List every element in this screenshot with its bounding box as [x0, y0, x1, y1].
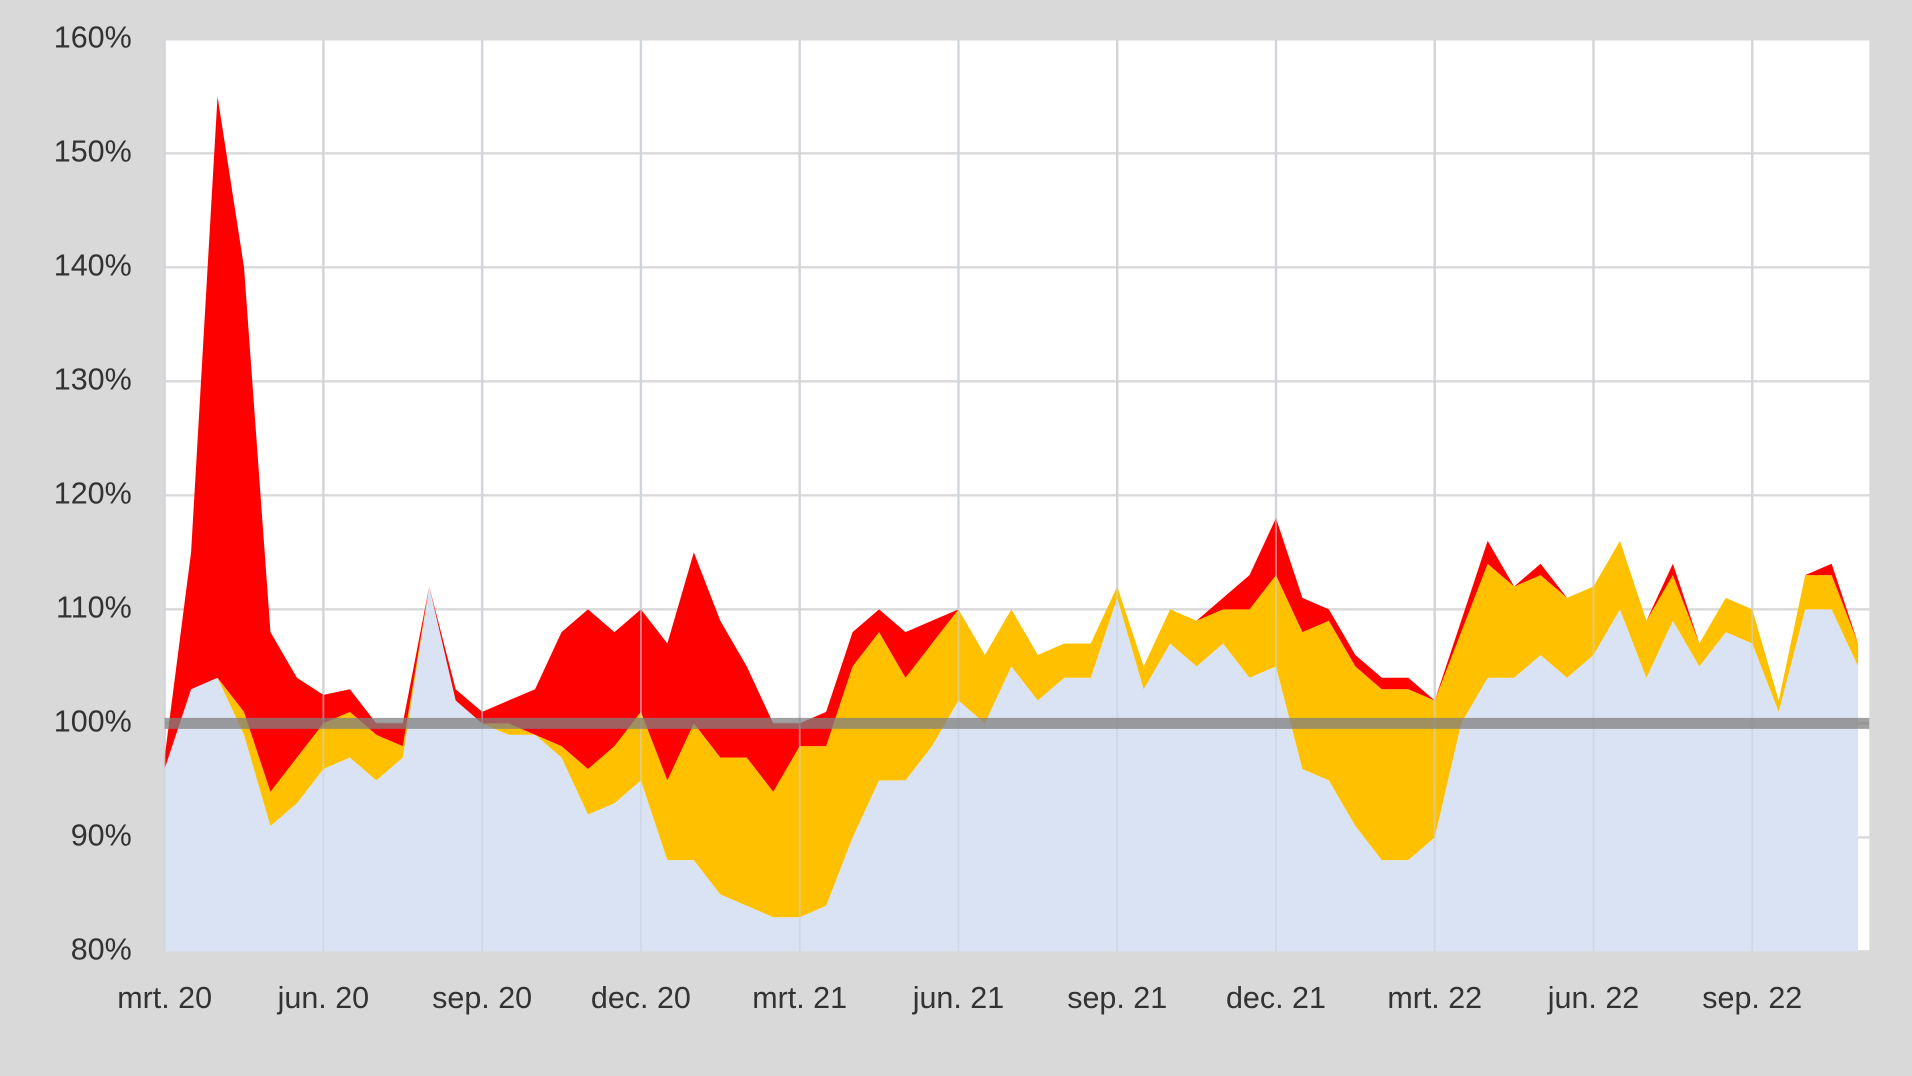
y-tick-label: 100%: [54, 704, 132, 738]
x-tick-label: sep. 21: [1067, 981, 1167, 1015]
y-tick-label: 110%: [56, 590, 132, 624]
x-tick-label: jun. 20: [277, 981, 369, 1015]
y-tick-label: 80%: [71, 932, 132, 966]
area: [164, 96, 1859, 792]
x-tick-label: sep. 22: [1702, 981, 1802, 1015]
y-tick-label: 150%: [54, 134, 132, 168]
x-tick-label: sep. 20: [432, 981, 532, 1015]
y-tick-label: 140%: [54, 248, 132, 282]
x-tick-label: mrt. 21: [752, 981, 847, 1015]
x-tick-label: mrt. 20: [117, 981, 212, 1015]
y-tick-label: 90%: [71, 818, 132, 852]
x-tick-label: dec. 21: [1226, 981, 1326, 1015]
y-tick-label: 160%: [54, 20, 132, 54]
y-tick-label: 120%: [54, 476, 132, 510]
x-tick-label: mrt. 22: [1387, 981, 1482, 1015]
x-tick-label: jun. 22: [1547, 981, 1639, 1015]
x-tick-label: jun. 21: [912, 981, 1004, 1015]
y-tick-label: 130%: [54, 362, 132, 396]
x-tick-label: dec. 20: [591, 981, 691, 1015]
